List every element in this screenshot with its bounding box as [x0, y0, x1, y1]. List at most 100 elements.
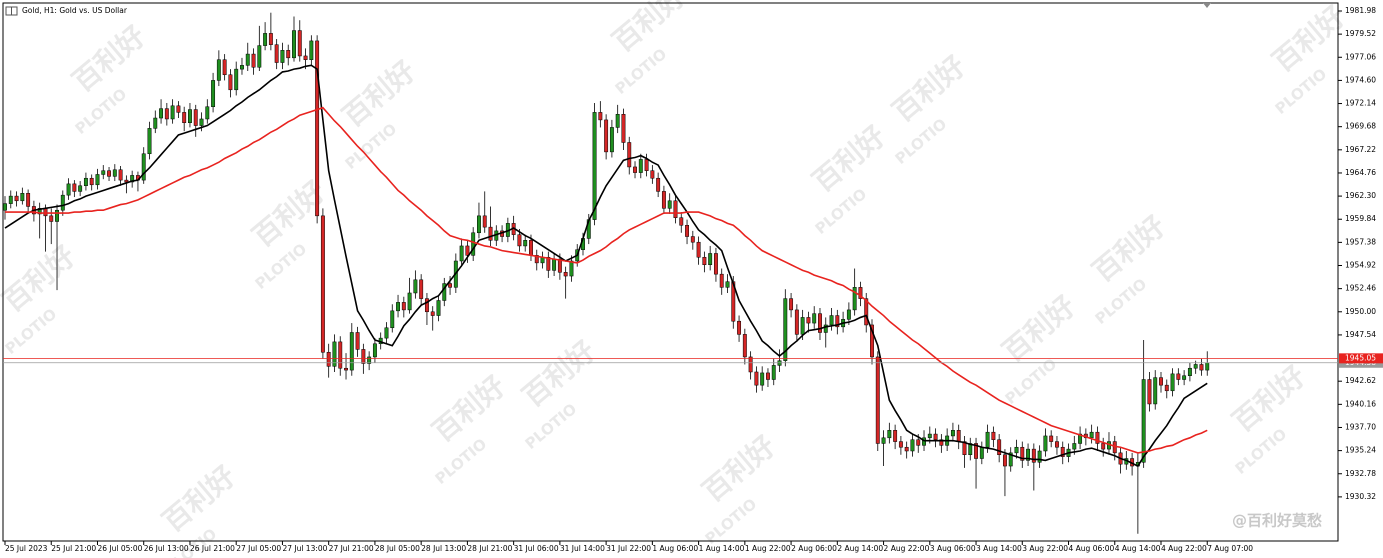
candle-body	[604, 119, 609, 153]
candle-body	[737, 320, 742, 335]
candle-body	[1020, 446, 1025, 461]
candle-body	[216, 59, 221, 81]
candle-body	[211, 80, 216, 107]
candle-body	[569, 260, 574, 277]
candle-body	[633, 166, 637, 173]
candle-body	[396, 302, 400, 312]
candle-body	[546, 256, 551, 271]
x-tick-label: 27 Jul 05:00	[236, 544, 281, 553]
candle-body	[448, 283, 453, 288]
candle-body	[390, 310, 395, 329]
candle-body	[72, 183, 77, 192]
candle-body	[37, 208, 42, 215]
candle-body	[101, 170, 106, 175]
x-tick-label: 4 Aug 14:00	[1115, 544, 1161, 553]
candle-body	[338, 341, 343, 369]
candle-body	[309, 40, 314, 60]
candle-body	[667, 200, 672, 209]
candle-body	[875, 356, 880, 444]
candle-body	[292, 30, 296, 59]
candle-body	[471, 232, 476, 256]
candle-body	[1159, 377, 1163, 386]
x-tick-label: 4 Aug 06:00	[1069, 544, 1115, 553]
y-tick-label: 1967.22	[1345, 145, 1376, 154]
candle-body	[661, 191, 666, 209]
candle-body	[846, 309, 851, 320]
candle-body	[719, 273, 724, 288]
candle-body	[1176, 373, 1181, 380]
ask-tag	[1339, 353, 1383, 364]
candle-body	[887, 430, 892, 439]
candle-body	[326, 351, 331, 367]
candle-body	[384, 327, 389, 339]
candle-body	[881, 437, 886, 444]
candle-body	[349, 332, 354, 371]
candle-body	[482, 215, 487, 228]
candle-body	[193, 109, 198, 126]
candle-body	[477, 215, 481, 234]
candle-body	[222, 59, 227, 76]
candle-body	[188, 109, 192, 123]
y-tick-label: 1954.92	[1345, 261, 1376, 270]
candle-body	[1164, 384, 1169, 392]
candle-body	[1002, 454, 1007, 467]
candle-body	[997, 439, 1002, 456]
candle-body	[280, 50, 285, 63]
y-tick-label: 1942.62	[1345, 376, 1376, 385]
candle-body	[320, 215, 325, 353]
candle-body	[1141, 379, 1146, 463]
candle-body	[199, 118, 204, 126]
candle-body	[465, 245, 470, 256]
x-tick-label: 3 Aug 14:00	[976, 544, 1022, 553]
candle-body	[1199, 364, 1204, 371]
candle-body	[656, 177, 661, 192]
candle-body	[407, 292, 412, 311]
candle-body	[1193, 364, 1198, 369]
candle-body	[344, 367, 348, 371]
candle-body	[922, 437, 926, 446]
y-tick-label: 1962.30	[1345, 191, 1376, 200]
candle-body	[332, 341, 337, 367]
y-tick-label: 1932.78	[1345, 469, 1376, 478]
y-tick-label: 1930.32	[1345, 492, 1376, 501]
candle-body	[979, 446, 984, 459]
shift-marker	[1203, 3, 1211, 8]
candle-body	[1095, 431, 1100, 444]
candle-body	[956, 430, 961, 442]
candle-body	[771, 365, 776, 380]
candle-body	[823, 324, 828, 333]
candle-body	[760, 372, 765, 386]
candle-body	[563, 272, 568, 277]
x-tick-label: 26 Jul 21:00	[190, 544, 235, 553]
y-tick-label: 1974.60	[1345, 75, 1376, 84]
candle-body	[1187, 367, 1192, 376]
candle-body	[442, 283, 447, 301]
candle-body	[621, 114, 626, 143]
candle-body	[355, 332, 360, 350]
candle-body	[112, 169, 117, 177]
candle-body	[893, 430, 898, 442]
candle-body	[529, 240, 533, 256]
candle-body	[159, 108, 164, 119]
y-tick-label: 1972.14	[1345, 99, 1376, 108]
x-tick-label: 1 Aug 22:00	[745, 544, 791, 553]
candle-body	[118, 169, 123, 181]
candle-body	[372, 343, 377, 358]
candle-body	[1089, 431, 1094, 439]
candle-body	[274, 44, 279, 63]
candle-body	[1078, 433, 1083, 444]
candle-body	[176, 105, 181, 113]
y-tick-label: 1950.00	[1345, 307, 1376, 316]
x-tick-label: 27 Jul 13:00	[282, 544, 327, 553]
x-tick-label: 31 Jul 14:00	[560, 544, 605, 553]
candle-body	[742, 334, 747, 358]
candle-body	[1055, 441, 1059, 448]
y-tick-label: 1957.38	[1345, 237, 1376, 246]
candle-body	[598, 112, 603, 121]
candle-body	[55, 209, 59, 222]
candle-body	[315, 40, 320, 217]
candle-body	[286, 50, 291, 59]
y-tick-label: 1977.06	[1345, 52, 1376, 61]
